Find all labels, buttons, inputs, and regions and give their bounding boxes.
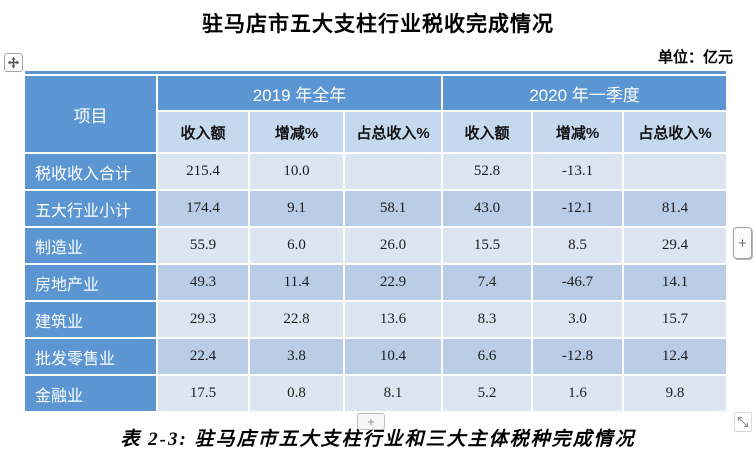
table-move-handle-button[interactable] [4,53,23,72]
cell: 8.1 [345,376,441,411]
cell: 0.8 [250,376,343,411]
cell: 43.0 [443,191,531,226]
table-header-row-groups: 项目 2019 年全年 2020 年一季度 [25,76,726,152]
cell: -12.8 [533,339,622,374]
cell: 58.1 [345,191,441,226]
cell: 10.0 [250,154,343,189]
cell: 7.4 [443,265,531,300]
plus-icon: + [367,414,375,429]
cell: 14.1 [624,265,726,300]
cell: 6.6 [443,339,531,374]
plus-icon: + [738,234,747,252]
table-row: 税收收入合计 215.4 10.0 52.8 -13.1 [25,154,726,189]
cell: 26.0 [345,228,441,263]
cell: 8.5 [533,228,622,263]
cell: -12.1 [533,191,622,226]
subheader-2019-change: 增减% [250,112,343,152]
cell: 6.0 [250,228,343,263]
table-row: 五大行业小计 174.4 9.1 58.1 43.0 -12.1 81.4 [25,191,726,226]
row-label: 房地产业 [25,265,156,300]
cell: 52.8 [443,154,531,189]
column-group-2019: 2019 年全年 [158,76,441,110]
table-resize-handle[interactable] [734,412,752,432]
resize-diagonal-icon [736,415,750,429]
table-top-border [25,71,726,74]
cell: 8.3 [443,302,531,337]
cell: 55.9 [158,228,248,263]
cell: 22.4 [158,339,248,374]
cell: 29.3 [158,302,248,337]
cell: 9.1 [250,191,343,226]
cell: 15.5 [443,228,531,263]
table-row: 制造业 55.9 6.0 26.0 15.5 8.5 29.4 [25,228,726,263]
row-label: 制造业 [25,228,156,263]
cell: 22.8 [250,302,343,337]
cell: 13.6 [345,302,441,337]
subheader-2019-income: 收入额 [158,112,248,152]
cell: 5.2 [443,376,531,411]
cell: 3.0 [533,302,622,337]
subheader-2020-change: 增减% [533,112,622,152]
move-icon [7,56,20,69]
table-row: 建筑业 29.3 22.8 13.6 8.3 3.0 15.7 [25,302,726,337]
row-label: 税收收入合计 [25,154,156,189]
subheader-2020-share: 占总收入% [624,112,726,152]
row-label: 五大行业小计 [25,191,156,226]
table-row: 批发零售业 22.4 3.8 10.4 6.6 -12.8 12.4 [25,339,726,374]
subheader-2019-share: 占总收入% [345,112,441,152]
page-title: 驻马店市五大支柱行业税收完成情况 [202,13,554,36]
row-label: 金融业 [25,376,156,411]
cell: 3.8 [250,339,343,374]
column-group-2020: 2020 年一季度 [443,76,726,110]
cell: 81.4 [624,191,726,226]
insert-row-button[interactable]: + [357,413,385,430]
insert-column-button[interactable]: + [733,227,752,259]
cell: -13.1 [533,154,622,189]
cell: 9.8 [624,376,726,411]
cell: -46.7 [533,265,622,300]
cell: 174.4 [158,191,248,226]
table-row: 房地产业 49.3 11.4 22.9 7.4 -46.7 14.1 [25,265,726,300]
table-row: 金融业 17.5 0.8 8.1 5.2 1.6 9.8 [25,376,726,411]
corner-header-cell: 项目 [25,76,156,152]
cell: 49.3 [158,265,248,300]
cell: 1.6 [533,376,622,411]
cell: 215.4 [158,154,248,189]
row-label: 批发零售业 [25,339,156,374]
cell: 10.4 [345,339,441,374]
tax-revenue-table: 项目 2019 年全年 2020 年一季度 收入额 增减% 占总收入% 收入额 … [23,74,728,413]
cell: 11.4 [250,265,343,300]
cell [345,154,441,189]
table-header-row-subcolumns: 收入额 增减% 占总收入% 收入额 增减% 占总收入% [25,112,726,152]
subheader-2020-income: 收入额 [443,112,531,152]
unit-label: 单位：亿元 [657,49,733,66]
row-label: 建筑业 [25,302,156,337]
cell: 17.5 [158,376,248,411]
cell: 15.7 [624,302,726,337]
cell: 12.4 [624,339,726,374]
table-caption: 表 2-3: 驻马店市五大支柱行业和三大主体税种完成情况 [120,429,636,450]
cell: 22.9 [345,265,441,300]
cell: 29.4 [624,228,726,263]
cell [624,154,726,189]
